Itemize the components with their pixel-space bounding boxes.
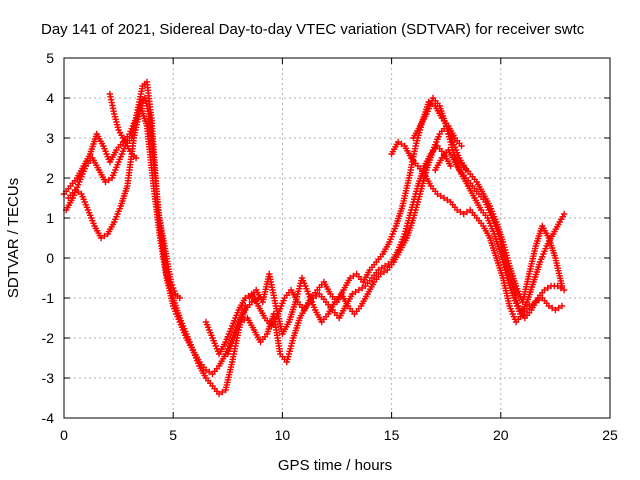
- data-point: [447, 162, 454, 170]
- data-point-interp: [380, 268, 388, 276]
- data-point-interp: [457, 208, 464, 216]
- data-point-interp: [544, 284, 551, 292]
- data-point: [434, 190, 441, 198]
- data-point-interp: [350, 272, 357, 280]
- data-point: [176, 294, 183, 302]
- x-tick-label: 10: [275, 427, 291, 443]
- data-point: [346, 274, 354, 282]
- data-point: [560, 286, 568, 294]
- series-trace-9: [432, 146, 568, 318]
- data-point-interp: [219, 388, 226, 396]
- data-point-interp: [206, 368, 213, 376]
- x-axis-label: GPS time / hours: [278, 457, 392, 474]
- data-point: [460, 210, 467, 218]
- data-point-interp: [398, 140, 405, 148]
- x-tick-label: 25: [602, 427, 618, 443]
- plot-frame: [63, 57, 611, 419]
- data-point: [394, 138, 402, 146]
- y-tick-label: 2: [46, 170, 54, 186]
- data-point: [102, 178, 109, 186]
- series-trace-11: [106, 90, 140, 162]
- data-point-interp: [548, 304, 556, 312]
- x-tick-label: 0: [60, 427, 68, 443]
- data-point: [71, 186, 79, 194]
- y-tick-label: -3: [42, 370, 55, 386]
- data-point: [453, 206, 461, 214]
- data-point-interp: [74, 188, 82, 196]
- data-point: [558, 282, 566, 290]
- y-tick-label: 4: [46, 90, 54, 106]
- y-tick-label: 0: [46, 250, 54, 266]
- data-point: [97, 234, 105, 242]
- data-point-interp: [105, 176, 112, 184]
- series-trace-7: [388, 138, 566, 326]
- x-tick-label: 15: [384, 427, 400, 443]
- y-tick-label: -1: [42, 290, 55, 306]
- series-trace-5: [224, 142, 454, 366]
- data-point-interp: [378, 264, 385, 272]
- data-point-interp: [352, 288, 359, 296]
- data-point: [215, 390, 223, 398]
- series-trace-3: [65, 102, 249, 398]
- data-point: [558, 302, 566, 310]
- series-trace-10: [453, 154, 566, 306]
- data-point-interp: [463, 208, 471, 216]
- data-point: [237, 318, 245, 326]
- data-point: [381, 262, 389, 270]
- data-point-interp: [437, 192, 444, 200]
- chart-title: Day 141 of 2021, Sidereal Day-to-day VTE…: [41, 21, 585, 38]
- data-point-interp: [358, 284, 366, 292]
- grid-layer: [64, 58, 610, 418]
- y-tick-label: 5: [46, 50, 54, 66]
- data-point: [545, 302, 553, 310]
- data-point: [552, 306, 559, 314]
- x-tick-label: 5: [169, 427, 177, 443]
- data-point: [377, 270, 384, 278]
- data-point: [349, 290, 356, 298]
- data-point: [355, 286, 363, 294]
- series-trace-6: [246, 122, 470, 338]
- y-tick-label: 3: [46, 130, 54, 146]
- y-tick-label: -4: [42, 410, 55, 426]
- axis-layer: 0 5 10 15 20 25 -4 -3 -2 -1 0 1 2 3 4 5: [42, 50, 618, 443]
- y-axis-label: SDTVAR / TECUs: [5, 178, 22, 298]
- y-tick-label: 1: [46, 210, 54, 226]
- data-point-interp: [444, 196, 451, 204]
- data-point: [541, 286, 548, 294]
- data-point: [560, 210, 568, 218]
- data-point: [132, 154, 140, 162]
- data-point-interp: [555, 304, 562, 312]
- data-layer: [60, 78, 568, 398]
- x-tick-label: 20: [493, 427, 509, 443]
- data-point-interp: [101, 232, 108, 240]
- data-point-interp: [313, 292, 320, 300]
- data-point: [375, 266, 382, 274]
- data-point: [525, 302, 533, 310]
- data-point: [440, 194, 448, 202]
- data-point: [458, 142, 465, 150]
- y-tick-label: -2: [42, 330, 55, 346]
